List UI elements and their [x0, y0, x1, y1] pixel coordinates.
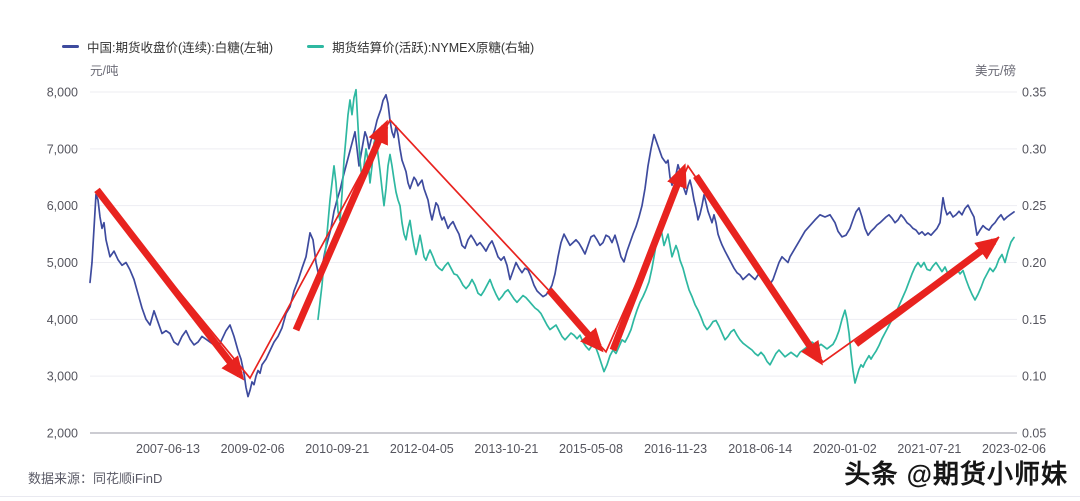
legend-label-white-sugar: 中国:期货收盘价(连续):白糖(左轴) [87, 41, 274, 55]
svg-text:2018-06-14: 2018-06-14 [728, 442, 792, 456]
svg-text:8,000: 8,000 [47, 86, 78, 100]
legend-item-nymex-sugar: 期货结算价(活跃):NYMEX原糖(右轴) [307, 37, 534, 56]
right-axis-unit-label: 美元/磅 [975, 64, 1016, 78]
svg-text:0.10: 0.10 [1022, 370, 1046, 384]
svg-text:2012-04-05: 2012-04-05 [390, 442, 454, 456]
svg-text:2007-06-13: 2007-06-13 [136, 442, 200, 456]
chart-legend: 中国:期货收盘价(连续):白糖(左轴) 期货结算价(活跃):NYMEX原糖(右轴… [62, 37, 534, 56]
left-axis-unit-label: 元/吨 [90, 64, 119, 78]
svg-text:0.35: 0.35 [1022, 86, 1046, 100]
svg-text:2010-09-21: 2010-09-21 [305, 442, 369, 456]
svg-text:0.05: 0.05 [1022, 427, 1046, 441]
svg-text:3,000: 3,000 [47, 370, 78, 384]
data-source-note: 数据来源：同花顺iFinD [28, 471, 163, 486]
svg-text:2,000: 2,000 [47, 427, 78, 441]
legend-label-nymex-sugar: 期货结算价(活跃):NYMEX原糖(右轴) [332, 41, 535, 55]
svg-text:2013-10-21: 2013-10-21 [474, 442, 538, 456]
svg-text:0.20: 0.20 [1022, 256, 1046, 270]
svg-text:4,000: 4,000 [47, 313, 78, 327]
svg-text:2020-01-02: 2020-01-02 [813, 442, 877, 456]
svg-text:2021-07-21: 2021-07-21 [897, 442, 961, 456]
legend-swatch-white-sugar [62, 45, 79, 48]
svg-text:0.30: 0.30 [1022, 142, 1046, 156]
svg-text:0.15: 0.15 [1022, 313, 1046, 327]
svg-text:2023-02-06: 2023-02-06 [982, 442, 1046, 456]
toutiao-watermark: 头条 @期货小师妹 [844, 459, 1068, 489]
svg-text:0.25: 0.25 [1022, 199, 1046, 213]
svg-text:2015-05-08: 2015-05-08 [559, 442, 623, 456]
bottom-divider [0, 496, 1080, 497]
svg-text:6,000: 6,000 [47, 199, 78, 213]
svg-text:2009-02-06: 2009-02-06 [221, 442, 285, 456]
svg-text:7,000: 7,000 [47, 142, 78, 156]
legend-swatch-nymex-sugar [307, 45, 325, 48]
legend-item-white-sugar: 中国:期货收盘价(连续):白糖(左轴) [62, 37, 273, 56]
svg-text:5,000: 5,000 [47, 256, 78, 270]
svg-text:2016-11-23: 2016-11-23 [644, 442, 707, 456]
